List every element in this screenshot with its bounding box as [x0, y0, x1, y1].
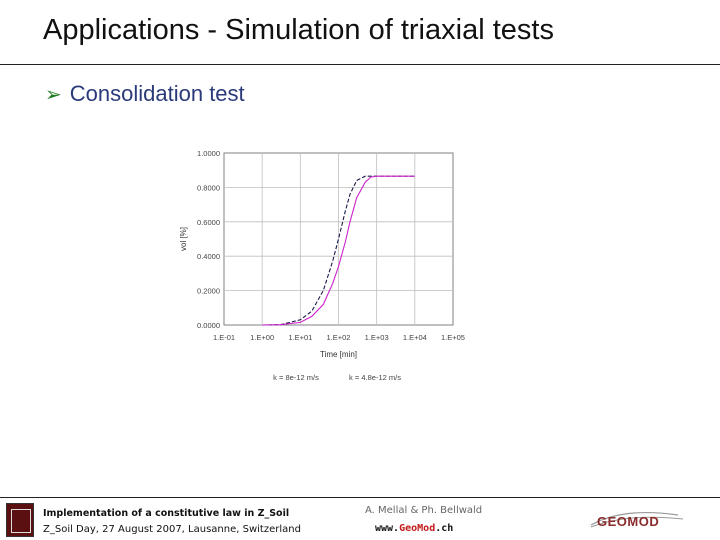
- bullet-text: Consolidation test: [69, 81, 245, 106]
- x-tick-label: 1.E+02: [327, 333, 351, 342]
- legend-entry-2: k = 4.8e-12 m/s: [349, 373, 401, 382]
- legend-entry-1: k = 8e-12 m/s: [273, 373, 319, 382]
- y-tick-label: 0.4000: [197, 252, 220, 261]
- zsoil-logo: [6, 503, 34, 537]
- x-tick-label: 1.E-01: [213, 333, 235, 342]
- title-divider: [0, 64, 720, 65]
- x-tick-label: 1.E+01: [288, 333, 312, 342]
- y-tick-label: 1.0000: [197, 149, 220, 158]
- x-tick-label: 1.E+03: [365, 333, 389, 342]
- x-tick-label: 1.E+04: [403, 333, 427, 342]
- footer-event: Z_Soil Day, 27 August 2007, Lausanne, Sw…: [43, 524, 301, 535]
- footer-divider: [0, 497, 720, 498]
- x-axis-label: Time [min]: [320, 350, 357, 359]
- y-tick-label: 0.8000: [197, 183, 220, 192]
- y-axis-label: vol [%]: [179, 227, 188, 251]
- footer-website[interactable]: www.GeoMod.ch: [375, 523, 454, 534]
- consolidation-chart: 1.E-01 1.E+00 1.E+01 1.E+02 1.E+03 1.E+04 1.E+…: [179, 149, 465, 382]
- x-tick-label: 1.E+00: [250, 333, 274, 342]
- slide-title: Applications - Simulation of triaxial te…: [43, 14, 554, 46]
- y-tick-label: 0.6000: [197, 218, 220, 227]
- x-tick-label: 1.E+05: [441, 333, 465, 342]
- geomod-logo: GEOMOD: [583, 505, 687, 535]
- bullet-item: ➢ Consolidation test: [45, 81, 245, 107]
- y-tick-label: 0.0000: [197, 321, 220, 330]
- arrow-bullet-icon: ➢: [45, 84, 62, 106]
- footer-authors: A. Mellal & Ph. Bellwald: [365, 505, 483, 516]
- series-line-2: [262, 175, 415, 326]
- footer-presentation-title: Implementation of a constitutive law in …: [43, 508, 290, 519]
- y-tick-label: 0.2000: [197, 287, 220, 296]
